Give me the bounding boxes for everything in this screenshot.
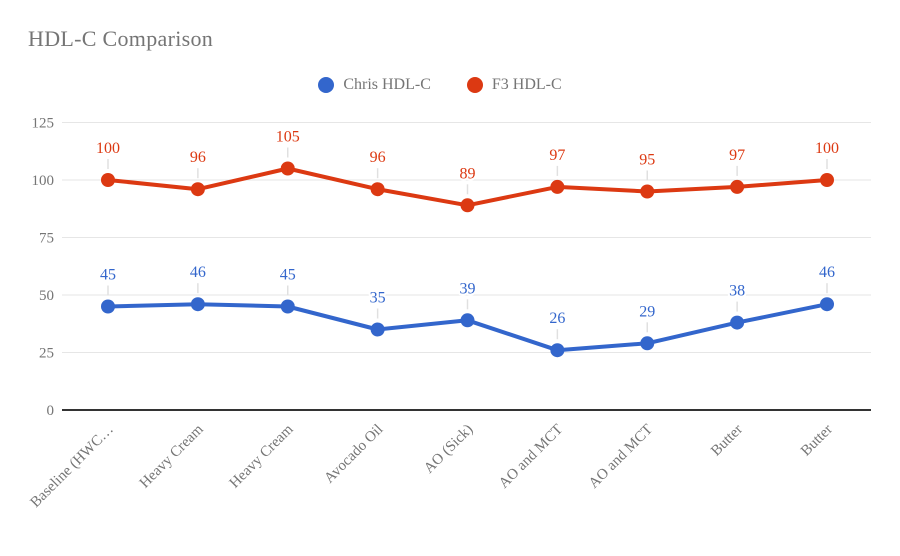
data-point[interactable] <box>730 179 745 194</box>
x-axis-label: AO and MCT <box>586 422 656 492</box>
point-label: 89 <box>460 165 476 182</box>
point-label: 29 <box>639 303 655 320</box>
y-axis-tick-label: 0 <box>47 403 55 419</box>
point-label: 96 <box>370 149 386 166</box>
x-axis-label: Avocado Oil <box>321 422 386 487</box>
data-point[interactable] <box>730 315 745 330</box>
point-label: 100 <box>96 140 120 157</box>
x-axis-label: Butter <box>798 422 836 460</box>
point-label: 45 <box>100 267 116 284</box>
data-point[interactable] <box>550 179 565 194</box>
data-point[interactable] <box>190 182 205 197</box>
data-point[interactable] <box>640 184 655 199</box>
point-label: 105 <box>276 129 300 146</box>
point-label: 35 <box>370 290 386 307</box>
legend-marker-circle-icon <box>318 77 335 93</box>
chart-title: HDL-C Comparison <box>28 26 214 51</box>
legend: Chris HDL-C F3 HDL-C <box>0 76 880 94</box>
legend-label: F3 HDL-C <box>491 76 562 93</box>
data-point[interactable] <box>101 173 115 187</box>
point-label: 46 <box>819 264 835 281</box>
data-point[interactable] <box>820 297 834 312</box>
data-point[interactable] <box>190 297 205 312</box>
point-label: 95 <box>639 152 655 169</box>
data-point[interactable] <box>640 336 655 351</box>
data-point[interactable] <box>460 313 475 328</box>
x-axis-label: Baseline (HWC… <box>27 422 116 511</box>
legend-item-chris-hdl-c[interactable]: Chris HDL-C <box>318 76 431 94</box>
x-axis-label: AO and MCT <box>496 422 566 492</box>
data-point[interactable] <box>820 173 834 187</box>
point-label: 96 <box>190 149 206 166</box>
data-point[interactable] <box>460 198 475 213</box>
y-axis-tick-label: 50 <box>39 288 54 304</box>
data-point[interactable] <box>370 322 385 337</box>
legend-marker-circle-icon <box>466 77 483 93</box>
data-point[interactable] <box>101 299 115 314</box>
point-label: 97 <box>729 147 745 164</box>
y-axis-tick-label: 25 <box>39 346 54 362</box>
y-axis-tick-label: 100 <box>32 173 55 189</box>
point-label: 46 <box>190 264 206 281</box>
point-label: 39 <box>460 280 476 297</box>
point-label: 45 <box>280 267 296 284</box>
x-axis-label: Heavy Cream <box>137 421 207 491</box>
data-point[interactable] <box>280 299 295 314</box>
x-axis-label: AO (Sick) <box>421 422 476 477</box>
legend-item-f3-hdl-c[interactable]: F3 HDL-C <box>466 76 562 94</box>
point-label: 38 <box>729 283 745 300</box>
legend-label: Chris HDL-C <box>343 76 431 93</box>
data-point[interactable] <box>370 182 385 197</box>
y-axis-tick-label: 75 <box>39 231 54 247</box>
point-label: 97 <box>549 147 565 164</box>
data-point[interactable] <box>550 343 565 358</box>
point-label: 26 <box>549 310 565 327</box>
point-label: 100 <box>815 140 839 157</box>
x-axis-label: Heavy Cream <box>227 421 297 491</box>
data-point[interactable] <box>280 161 295 176</box>
y-axis-tick-label: 125 <box>32 116 55 132</box>
x-axis-label: Butter <box>708 422 746 460</box>
